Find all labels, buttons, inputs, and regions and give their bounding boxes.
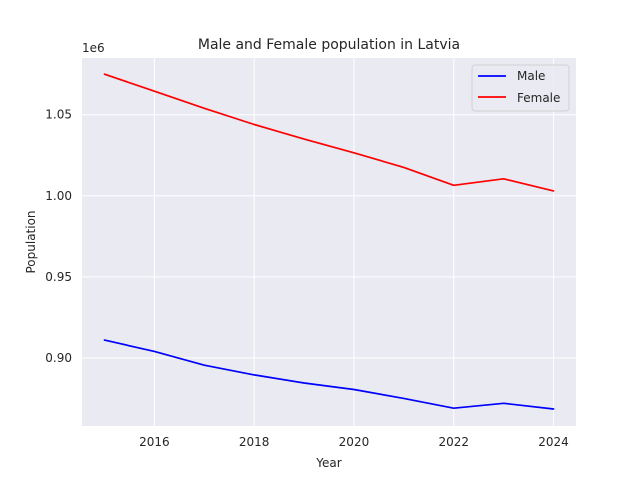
- x-axis-label: Year: [315, 456, 341, 470]
- legend: Male Female: [471, 64, 570, 112]
- x-tick-label: 2020: [339, 435, 370, 449]
- y-tick-labels: 0.90 0.95 1.00 1.05: [45, 108, 72, 365]
- legend-label-male: Male: [517, 69, 545, 83]
- y-tick-label: 0.90: [45, 351, 72, 365]
- series-line-male: [103, 339, 555, 410]
- x-tick-labels: 2016 2018 2020 2022 2024: [139, 435, 569, 449]
- series-line-female: [103, 73, 555, 192]
- x-tick-label: 2022: [438, 435, 469, 449]
- plot-background: [82, 58, 576, 426]
- y-tick-label: 1.00: [45, 189, 72, 203]
- series-lines: [103, 73, 555, 410]
- y-tick-label: 0.95: [45, 270, 72, 284]
- y-offset-label: 1e6: [82, 41, 105, 55]
- chart-title: Male and Female population in Latvia: [198, 37, 460, 53]
- y-axis-label: Population: [24, 210, 38, 273]
- x-tick-label: 2018: [239, 435, 270, 449]
- y-tick-label: 1.05: [45, 108, 72, 122]
- legend-label-female: Female: [517, 91, 560, 105]
- x-tick-label: 2016: [139, 435, 170, 449]
- x-tick-label: 2024: [538, 435, 569, 449]
- grid-lines: [82, 58, 576, 426]
